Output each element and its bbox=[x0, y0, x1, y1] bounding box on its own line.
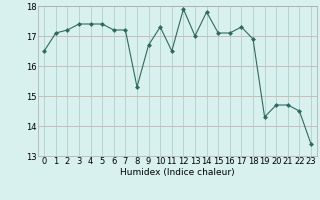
X-axis label: Humidex (Indice chaleur): Humidex (Indice chaleur) bbox=[120, 168, 235, 177]
